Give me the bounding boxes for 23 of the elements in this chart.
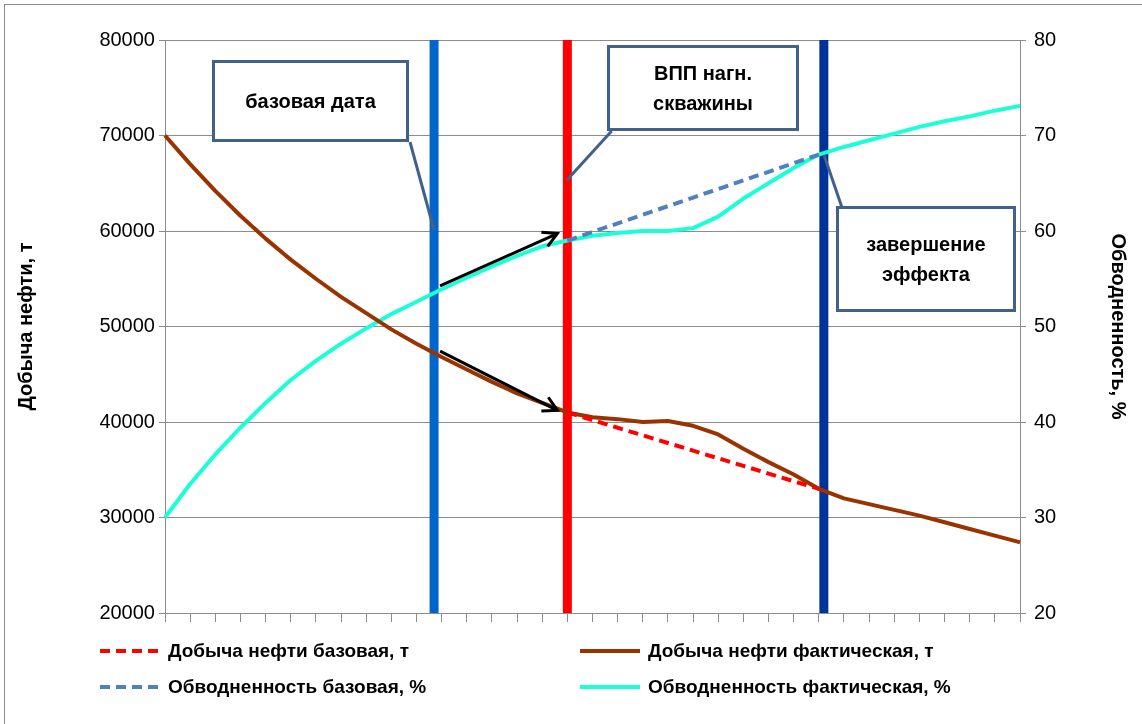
legend-label: Обводненность базовая, % — [168, 676, 427, 698]
y-tick-label: 40000 — [99, 409, 155, 432]
y-tick-label: 30000 — [99, 505, 155, 528]
y2-tick-label: 60 — [1034, 218, 1057, 241]
callout: ВПП нагн. скважины — [565, 43, 801, 182]
y-tick-label: 50000 — [99, 314, 155, 337]
y-tick-label: 20000 — [99, 600, 155, 623]
callout: базовая дата — [210, 58, 437, 232]
y2-tick-label: 40 — [1034, 409, 1057, 432]
y-tick-label: 70000 — [99, 123, 155, 146]
y2-tick-label: 20 — [1034, 600, 1057, 623]
y-tick-label: 80000 — [99, 27, 155, 50]
legend-label: Добыча нефти базовая, т — [168, 640, 409, 662]
y2-tick-label: 50 — [1034, 314, 1057, 337]
y2-axis-title: Обводненность, % — [1108, 233, 1131, 420]
legend-label: Добыча нефти фактическая, т — [648, 640, 934, 662]
y2-tick-label: 30 — [1034, 505, 1057, 528]
y-tick-label: 60000 — [99, 218, 155, 241]
callout: завершение эффекта — [821, 153, 1018, 314]
legend-label: Обводненность фактическая, % — [648, 676, 951, 698]
y2-tick-label: 70 — [1034, 123, 1057, 146]
y2-tick-label: 80 — [1034, 27, 1057, 50]
y-axis-title: Добыча нефти, т — [13, 242, 36, 411]
